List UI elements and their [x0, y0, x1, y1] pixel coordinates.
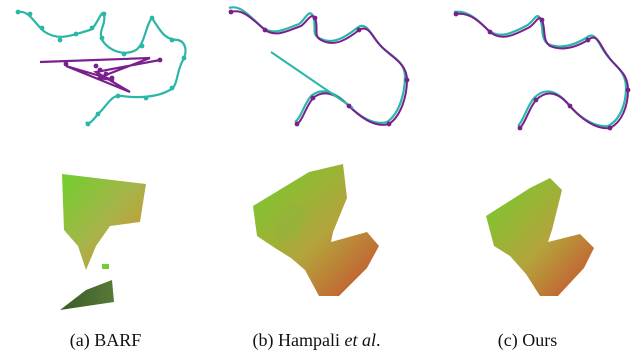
reconstruction-ours — [486, 178, 594, 296]
mesh-object — [486, 178, 594, 296]
mesh-object — [253, 164, 379, 296]
trajectory-plot-barf — [15, 9, 187, 127]
trajectory-plot-hampali — [228, 6, 410, 127]
est-trajectory-line — [39, 56, 161, 94]
gt-points — [15, 9, 187, 127]
panel-barf: (a) BARF — [0, 0, 211, 362]
caption-ours: (c) Ours — [497, 330, 558, 350]
mesh-fragment-top — [62, 174, 146, 270]
est-points — [228, 9, 410, 127]
reconstruction-barf — [60, 174, 146, 310]
reconstruction-hampali — [253, 164, 379, 296]
mesh-noise-area — [271, 202, 307, 242]
gt-trajectory-line — [453, 10, 628, 128]
panel-hampali: (b) Hampali et al. — [211, 0, 422, 362]
mesh-fragment-small — [102, 264, 109, 269]
caption-barf: (a) BARF — [69, 330, 142, 350]
est-trajectory-line — [230, 10, 409, 126]
mesh-fragment-bottom — [60, 280, 114, 310]
caption-hampali: (b) Hampali et al. — [252, 330, 381, 350]
panel-ours: (c) Ours — [422, 0, 633, 362]
est-trajectory-line — [455, 12, 630, 130]
est-points — [453, 11, 631, 131]
trajectory-plot-ours — [453, 10, 631, 131]
gt-jump-line — [270, 51, 354, 109]
est-points — [63, 57, 163, 81]
